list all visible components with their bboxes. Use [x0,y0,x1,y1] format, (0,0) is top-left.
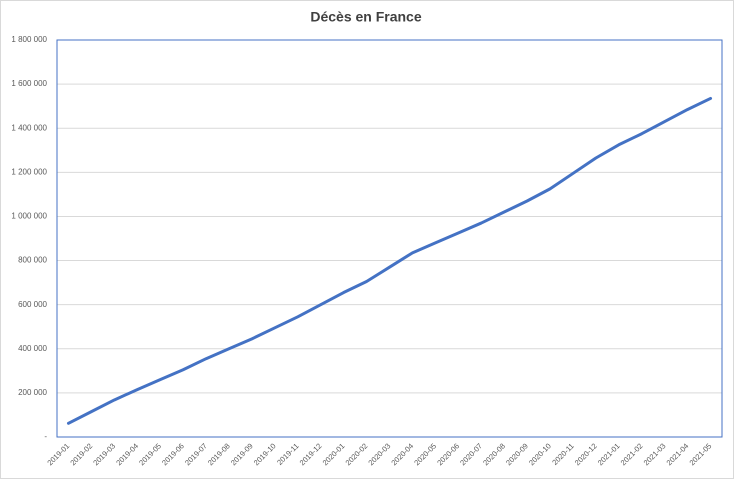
y-tick-label: 200 000 [18,388,47,397]
data-line [66,96,713,425]
y-tick-label: 1 800 000 [11,35,47,44]
y-tick-label: 800 000 [18,256,47,265]
y-tick-label: 1 400 000 [11,123,47,132]
plot-border [56,39,723,438]
y-tick-label: 400 000 [18,344,47,353]
y-tick-label: 1 000 000 [11,212,47,221]
chart-title: Décès en France [310,9,421,25]
y-tick-label: 600 000 [18,300,47,309]
y-tick-label: 1 600 000 [11,79,47,88]
y-tick-label: - [44,432,47,441]
y-tick-label: 1 200 000 [11,167,47,176]
